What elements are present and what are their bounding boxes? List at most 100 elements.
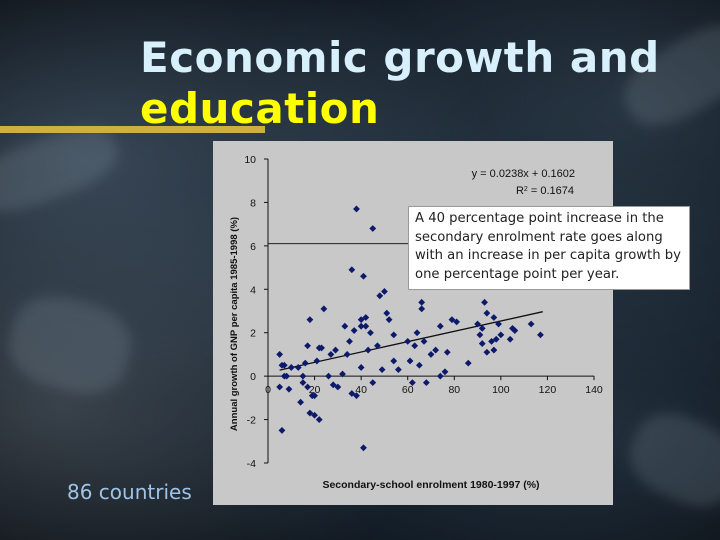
data-point <box>464 359 472 367</box>
data-point <box>376 292 384 300</box>
data-point <box>304 383 311 391</box>
data-point <box>436 372 444 380</box>
brush-stroke <box>618 400 720 520</box>
data-point <box>481 298 488 306</box>
data-point <box>474 320 481 328</box>
data-point <box>378 366 386 374</box>
data-point <box>492 335 500 343</box>
data-point <box>390 357 398 365</box>
data-point <box>385 316 393 324</box>
data-point <box>301 359 309 367</box>
data-point <box>357 364 365 371</box>
y-tick-label: 8 <box>250 197 256 209</box>
data-point <box>348 390 356 397</box>
data-point <box>341 322 349 330</box>
data-point <box>364 346 372 354</box>
data-point <box>476 331 484 339</box>
data-point <box>448 316 456 324</box>
data-point <box>415 361 423 369</box>
data-point <box>325 372 332 380</box>
data-point <box>318 344 325 352</box>
data-point <box>408 379 416 387</box>
x-tick-label: 60 <box>402 384 414 396</box>
data-point <box>374 342 381 350</box>
data-point <box>348 266 356 274</box>
data-point <box>441 368 449 376</box>
data-point <box>276 383 284 391</box>
y-tick-label: 2 <box>250 328 256 340</box>
data-point <box>311 411 318 419</box>
y-tick-label: 4 <box>250 284 256 296</box>
data-point <box>320 305 328 313</box>
r-squared-label: R2 = 0.1674 <box>516 185 574 197</box>
data-point <box>329 381 337 389</box>
data-point <box>406 357 414 365</box>
data-point <box>360 444 367 452</box>
sample-size-label: 86 countries <box>67 480 192 504</box>
data-point <box>367 329 374 337</box>
data-point <box>395 366 402 374</box>
data-point <box>413 329 421 337</box>
data-point <box>390 331 398 339</box>
data-point <box>490 346 498 354</box>
data-point <box>353 392 360 400</box>
data-point <box>483 348 491 356</box>
data-point <box>306 316 314 324</box>
x-tick-label: 80 <box>448 384 460 396</box>
slide-title-highlight: education <box>140 84 380 133</box>
data-point <box>509 324 516 332</box>
data-point <box>280 361 288 369</box>
data-point <box>478 340 486 347</box>
data-point <box>422 379 430 387</box>
x-tick-label: 0 <box>265 384 271 396</box>
data-point <box>506 335 514 343</box>
data-point <box>443 348 451 356</box>
y-axis-label: Annual growth of GNP per capita 1985-199… <box>229 217 240 431</box>
data-point <box>299 379 307 387</box>
data-point <box>478 324 486 332</box>
data-point <box>304 342 311 350</box>
data-point <box>497 331 505 339</box>
y-tick-label: 10 <box>244 154 256 166</box>
data-point <box>339 370 346 378</box>
slide-title: Economic growth and <box>140 33 660 82</box>
data-point <box>285 385 293 393</box>
x-tick-label: 120 <box>539 384 557 396</box>
y-tick-label: -4 <box>247 458 256 470</box>
title-underline <box>0 126 265 133</box>
data-point <box>311 392 318 400</box>
data-point <box>357 316 365 324</box>
data-point <box>357 322 365 330</box>
x-tick-label: 140 <box>585 384 603 396</box>
y-tick-label: 0 <box>250 371 256 383</box>
data-point <box>527 320 535 328</box>
data-point <box>313 357 321 365</box>
data-point <box>495 320 502 328</box>
data-point <box>297 398 304 406</box>
data-point <box>283 372 291 380</box>
data-point <box>360 272 367 280</box>
data-point <box>427 351 435 358</box>
data-point <box>346 338 353 345</box>
data-point <box>369 379 377 387</box>
data-point <box>362 314 370 321</box>
x-tick-label: 20 <box>309 384 321 396</box>
data-point <box>287 364 295 371</box>
scatter-chart: -4 -2 0 2 4 6 8 10 0 20 40 60 80 100 120 140 y = 0.0238… <box>213 141 613 505</box>
data-point <box>343 351 351 358</box>
data-point <box>488 338 495 345</box>
data-point <box>362 322 370 330</box>
data-point <box>315 416 323 423</box>
data-point <box>490 314 498 321</box>
x-tick-label: 100 <box>492 384 510 396</box>
data-point <box>334 383 342 391</box>
regression-equation: y = 0.0238x + 0.1602 <box>472 168 575 180</box>
data-point <box>483 309 491 317</box>
y-tick-label: 6 <box>250 241 256 253</box>
y-tick-label: -2 <box>247 415 256 427</box>
data-point <box>420 338 428 345</box>
data-point <box>381 288 388 295</box>
data-point <box>411 342 419 350</box>
data-point <box>404 338 412 345</box>
